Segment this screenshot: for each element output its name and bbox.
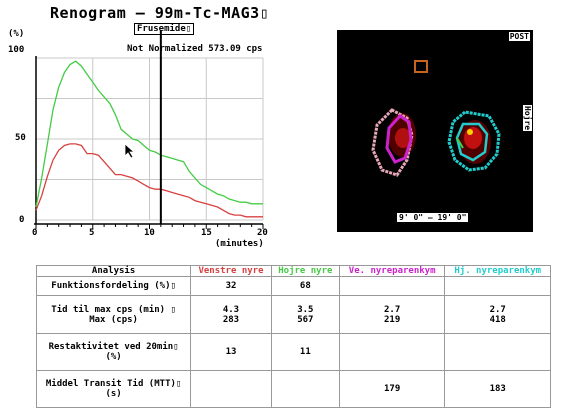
y-tick-label: 100 — [8, 45, 25, 55]
table-cell: 4.3 283 — [190, 295, 272, 334]
right-kidney-hotspot — [464, 127, 482, 149]
row-label: Tid til max cps (min) ▯ Max (cps) — [35, 295, 192, 334]
normalization-text: Not Normalized 573.09 cps — [127, 44, 263, 54]
table-header-row: Analysis Venstre nyre Hojre nyre Ve. nyr… — [35, 265, 551, 277]
table-cell: 2.7 219 — [338, 295, 446, 334]
x-tick-label: 0 — [32, 228, 38, 238]
table-row: Funktionsfordeling (%)▯ 32 68 — [35, 275, 551, 297]
header-right-parenchyma: Hj. nyreparenkym — [444, 265, 551, 277]
table-row: Middel Transit Tid (MTT)▯ (s) 179 183 — [35, 369, 551, 409]
table-row: Restaktivitet ved 20min▯ (%) 13 11 — [35, 332, 551, 371]
header-left-kidney: Venstre nyre — [190, 265, 272, 277]
table-cell — [190, 369, 272, 409]
analysis-table: Analysis Venstre nyre Hojre nyre Ve. nyr… — [35, 265, 551, 409]
table-cell — [338, 275, 446, 297]
table-cell — [270, 369, 340, 409]
x-axis-unit: (minutes) — [215, 239, 264, 249]
background-roi — [414, 60, 428, 73]
frusemide-marker-label: Frusemide▯ — [134, 23, 195, 35]
table-cell: 68 — [270, 275, 340, 297]
kidney-scan-graphic — [371, 60, 501, 177]
right-pelvis-roi — [456, 137, 464, 149]
table-body: Funktionsfordeling (%)▯ 32 68 Tid til max c… — [35, 275, 551, 409]
x-tick-label: 5 — [89, 228, 95, 238]
scan-time-label: 9' 0" – 19' 0" — [397, 213, 469, 222]
table-cell: 183 — [444, 369, 551, 409]
y-tick-label: 0 — [19, 215, 25, 225]
kidney-scan-image: POST Hojre 9' 0" – 19' 0" — [337, 30, 533, 232]
table-cell — [444, 275, 551, 297]
table-cell: 179 — [338, 369, 446, 409]
right-kidney-peak — [467, 129, 473, 135]
left-parenchyma-roi — [385, 114, 413, 164]
left-kidney-roi — [371, 108, 414, 177]
row-label: Middel Transit Tid (MTT)▯ (s) — [35, 369, 192, 409]
row-label: Restaktivitet ved 20min▯ (%) — [35, 332, 192, 371]
chart-series — [35, 60, 263, 218]
table-cell: 3.5 567 — [270, 295, 340, 334]
renogram-title: Renogram – 99m-Tc-MAG3▯ — [50, 4, 270, 22]
table-cell — [338, 332, 446, 371]
chart-axes — [34, 56, 264, 229]
right-kidney-curve — [35, 60, 263, 208]
x-tick-label: 10 — [144, 228, 155, 238]
renogram-chart[interactable] — [0, 0, 300, 260]
row-label: Funktionsfordeling (%)▯ — [35, 275, 192, 297]
y-tick-label: 50 — [15, 133, 26, 143]
right-kidney-roi — [447, 110, 501, 172]
left-kidney-hotspot — [395, 128, 411, 148]
header-analysis: Analysis — [35, 265, 192, 277]
x-tick-label: 20 — [257, 228, 268, 238]
table-cell: 11 — [270, 332, 340, 371]
table-row: Tid til max cps (min) ▯ Max (cps) 4.3 283… — [35, 295, 551, 334]
left-kidney-curve — [35, 143, 263, 218]
header-right-kidney: Hojre nyre — [270, 265, 340, 277]
table-cell: 13 — [190, 332, 272, 371]
header-left-parenchyma: Ve. nyreparenkym — [338, 265, 446, 277]
chart-grid — [35, 57, 264, 221]
y-axis-unit: (%) — [8, 29, 25, 39]
scan-view-label: POST — [508, 32, 530, 41]
mouse-pointer-icon — [124, 143, 136, 159]
table-cell — [444, 332, 551, 371]
table-cell: 2.7 418 — [444, 295, 551, 334]
scan-side-label: Hojre — [523, 105, 532, 132]
x-tick-label: 15 — [201, 228, 212, 238]
table-cell: 32 — [190, 275, 272, 297]
